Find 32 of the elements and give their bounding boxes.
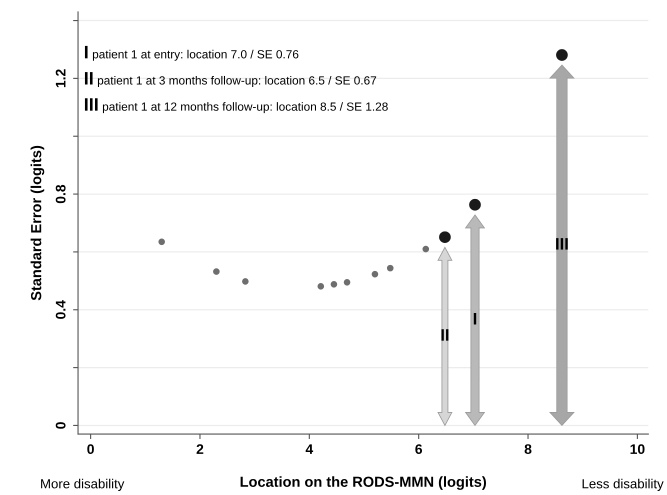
annotation: II patient 1 at 3 months follow-up: location 6.5 / SE 0.67 — [84, 72, 376, 87]
annotation: II — [441, 329, 448, 341]
point — [372, 270, 378, 278]
point — [158, 238, 165, 246]
y-tick-label: 1.2 — [56, 69, 66, 88]
x-tick-label: 4 — [306, 444, 314, 454]
y-tick-label: 0.8 — [56, 184, 66, 204]
point — [213, 268, 220, 275]
y-tick-label: 0.4 — [56, 300, 66, 319]
annotation: III — [556, 238, 568, 250]
point — [469, 198, 481, 211]
x-tick-label: 2 — [196, 444, 204, 454]
y-axis-title: Standard Error (logits) — [30, 146, 44, 300]
x-axis-title: Location on the RODS-MMN (logits) — [240, 476, 486, 490]
point — [330, 281, 338, 288]
annotation: I — [474, 313, 476, 324]
x-tick-label: 10 — [630, 444, 645, 454]
text: More disability — [41, 478, 124, 492]
x-tick-label: 8 — [524, 444, 532, 454]
point — [439, 231, 451, 244]
annotation: I patient 1 at entry: location 7.0 / SE 0.76 — [84, 46, 298, 61]
text: Less disability — [582, 478, 664, 492]
point — [242, 278, 249, 285]
point — [344, 278, 350, 286]
point — [422, 246, 430, 252]
point — [318, 283, 324, 290]
x-tick-label: 0 — [87, 444, 94, 454]
annotation: III patient 1 at 12 months follow-up: location 8.5 / SE 1.28 — [84, 98, 388, 114]
y-tick-label: 0 — [56, 422, 66, 429]
point — [386, 264, 394, 272]
x-tick-label: 6 — [415, 444, 422, 454]
point — [556, 49, 568, 61]
